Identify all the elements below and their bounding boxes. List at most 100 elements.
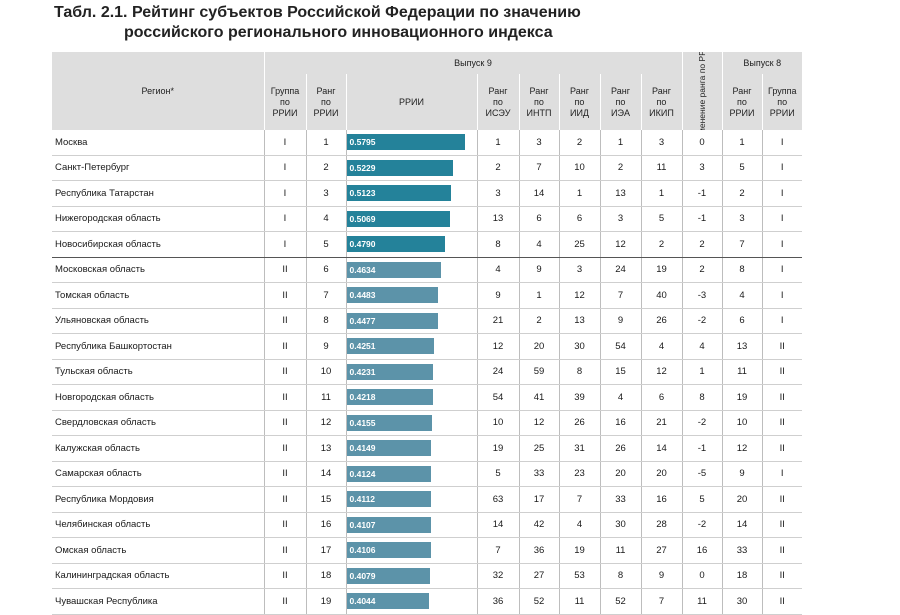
rank-isey-cell: 12	[476, 333, 519, 360]
rank-intp-cell: 6	[518, 206, 559, 232]
rank-intp-cell: 20	[518, 333, 559, 360]
rank-intp-cell: 9	[518, 257, 559, 283]
rank-cell: 6	[305, 257, 346, 283]
group8-cell: I	[761, 155, 802, 181]
rank-iid-cell: 3	[558, 257, 600, 283]
region-cell: Калининградская область	[52, 563, 264, 589]
group8-cell: I	[761, 130, 802, 156]
rank-ikip-cell: 11	[640, 155, 682, 181]
rrii-bar: 0.4477	[347, 312, 438, 329]
rank8-cell: 19	[721, 384, 762, 411]
group8-cell: I	[761, 461, 802, 487]
rank-isey-cell: 7	[476, 537, 519, 564]
rank-cell: 18	[305, 563, 346, 589]
rank-iid-cell: 8	[558, 359, 600, 385]
group8-cell: II	[761, 588, 802, 615]
group-cell: II	[263, 257, 306, 283]
rrii-bar-cell: 0.4044	[345, 588, 477, 615]
group-cell: I	[263, 231, 306, 258]
rank8-cell: 20	[721, 486, 762, 513]
rank-intp-cell: 1	[518, 282, 559, 309]
rank-iea-cell: 11	[599, 537, 641, 564]
rrii-bar: 0.4149	[347, 440, 431, 457]
group-cell: II	[263, 384, 306, 411]
rank-iea-cell: 2	[599, 155, 641, 181]
rank-iea-cell: 4	[599, 384, 641, 411]
rank-iea-cell: 20	[599, 461, 641, 487]
group8-cell: I	[761, 206, 802, 232]
rank8-cell: 18	[721, 563, 762, 589]
table-row: Томская область II 7 0.4483 9 1 12 7 40 -3 4 I	[52, 282, 802, 309]
rrii-bar-cell: 0.4634	[345, 257, 477, 283]
region-cell: Свердловская область	[52, 410, 264, 436]
rrii-bar: 0.4106	[347, 542, 431, 559]
table-row: Республика Татарстан I 3 0.5123 3 14 1 13 1 -1 2 I	[52, 180, 802, 207]
rank-isey-cell: 3	[476, 180, 519, 207]
table-title: Табл. 2.1. Рейтинг субъектов Российской …	[54, 3, 874, 43]
rrii-bar: 0.4044	[347, 593, 429, 610]
header-rank-ikip: Ранг по ИКИП	[640, 74, 682, 130]
rank-isey-cell: 54	[476, 384, 519, 411]
rrii-bar-cell: 0.5069	[345, 206, 477, 232]
header-rank-isey: Ранг по ИСЭУ	[476, 74, 519, 130]
rrii-bar-cell: 0.4231	[345, 359, 477, 385]
rank-iea-cell: 33	[599, 486, 641, 513]
group8-cell: II	[761, 512, 802, 538]
group8-cell: I	[761, 282, 802, 309]
rank-cell: 13	[305, 435, 346, 462]
rank8-cell: 7	[721, 231, 762, 258]
rank-iea-cell: 13	[599, 180, 641, 207]
group-cell: II	[263, 308, 306, 334]
rank8-cell: 8	[721, 257, 762, 283]
rank-iea-cell: 26	[599, 435, 641, 462]
rank-iea-cell: 8	[599, 563, 641, 589]
rank-isey-cell: 36	[476, 588, 519, 615]
rrii-bar: 0.4218	[347, 389, 433, 406]
rank-iid-cell: 30	[558, 333, 600, 360]
ranking-table: Регион* Выпуск 9 Изменение ранга по РРИИ…	[52, 52, 802, 615]
rank-ikip-cell: 7	[640, 588, 682, 615]
rank-ikip-cell: 14	[640, 435, 682, 462]
rank-iea-cell: 24	[599, 257, 641, 283]
title-line-1: Табл. 2.1. Рейтинг субъектов Российской …	[54, 4, 581, 21]
rank8-cell: 33	[721, 537, 762, 564]
rrii-bar-cell: 0.4124	[345, 461, 477, 487]
rank-intp-cell: 4	[518, 231, 559, 258]
rrii-bar: 0.4251	[347, 338, 434, 355]
rank-isey-cell: 5	[476, 461, 519, 487]
rrii-bar: 0.5229	[347, 159, 453, 176]
group-cell: II	[263, 435, 306, 462]
group8-cell: II	[761, 359, 802, 385]
region-cell: Ульяновская область	[52, 308, 264, 334]
rank-change-cell: 1	[681, 359, 722, 385]
table-row: Москва I 1 0.5795 1 3 2 1 3 0 1 I	[52, 130, 802, 156]
region-cell: Республика Башкортостан	[52, 333, 264, 360]
rrii-bar-cell: 0.4483	[345, 282, 477, 309]
header-rrii: РРИИ	[345, 74, 477, 130]
rank8-cell: 9	[721, 461, 762, 487]
group-cell: I	[263, 130, 306, 156]
rank-ikip-cell: 19	[640, 257, 682, 283]
group8-cell: II	[761, 384, 802, 411]
rrii-bar: 0.4112	[347, 491, 431, 508]
region-cell: Санкт-Петербург	[52, 155, 264, 181]
rank-ikip-cell: 28	[640, 512, 682, 538]
rank-change-cell: 3	[681, 155, 722, 181]
rank-iea-cell: 7	[599, 282, 641, 309]
region-cell: Чувашская Республика	[52, 588, 264, 615]
table-row: Калининградская область II 18 0.4079 32 27 53 8…	[52, 563, 802, 589]
rank-cell: 2	[305, 155, 346, 181]
rank-intp-cell: 36	[518, 537, 559, 564]
header-rank-9: Ранг по РРИИ	[305, 74, 346, 130]
rank-ikip-cell: 20	[640, 461, 682, 487]
header-rank-iea-text: Ранг по ИЭА	[611, 85, 630, 118]
group-cell: II	[263, 486, 306, 513]
rank-isey-cell: 2	[476, 155, 519, 181]
rrii-bar-cell: 0.5123	[345, 180, 477, 207]
rrii-bar: 0.5069	[347, 210, 450, 227]
group8-cell: II	[761, 333, 802, 360]
group8-cell: II	[761, 537, 802, 564]
rank-change-cell: 11	[681, 588, 722, 615]
rank-ikip-cell: 27	[640, 537, 682, 564]
rank-cell: 1	[305, 130, 346, 156]
